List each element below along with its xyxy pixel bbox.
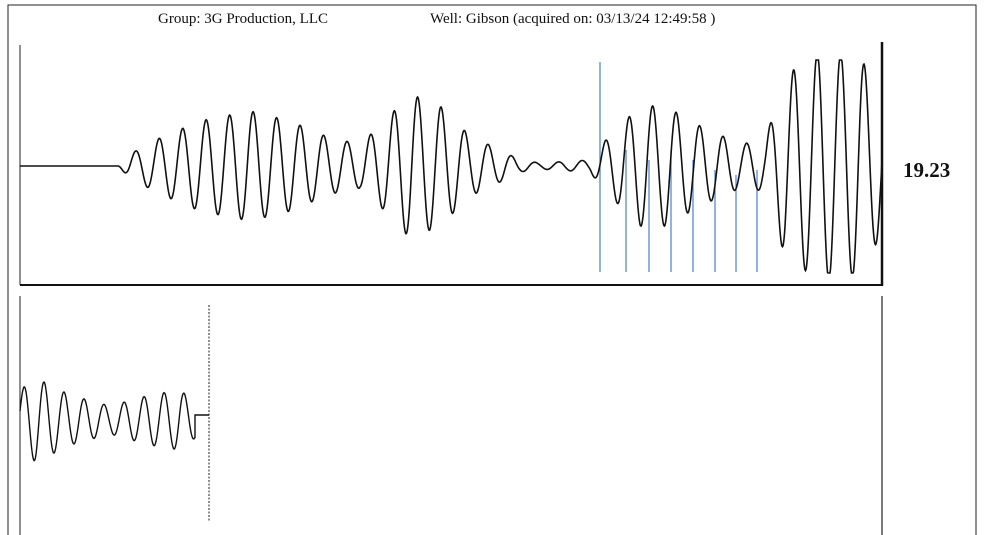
- waveform: [19, 381, 209, 462]
- waveform: [20, 59, 883, 274]
- group-label: Group: 3G Production, LLC: [158, 11, 328, 27]
- outer-frame: [7, 4, 977, 535]
- reading-value: 19.23: [903, 158, 950, 182]
- well-label: Well: Gibson (acquired on: 03/13/24 12:4…: [430, 11, 715, 27]
